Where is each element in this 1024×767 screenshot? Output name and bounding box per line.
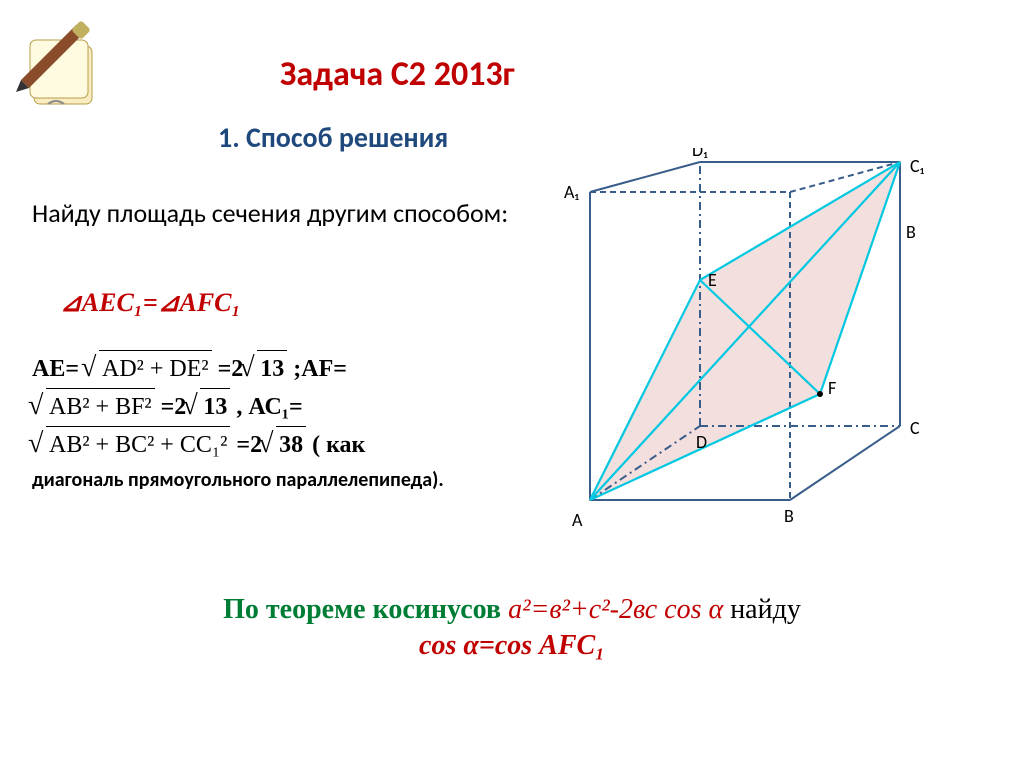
conclusion-text: По теореме косинусов а²=в²+с²-2вс cos α … xyxy=(100,592,924,665)
af-radicand: АВ² + ВF² xyxy=(46,388,155,426)
conclusion-black: найду xyxy=(730,594,801,625)
svg-text:C₁: C₁ xyxy=(910,155,925,177)
conclusion-formula: а²=в²+с²-2вс cos α xyxy=(508,594,723,625)
page-title: Задача С2 2013г xyxy=(280,54,515,95)
intro-text: Найду площадь сечения другим способом: xyxy=(32,196,512,231)
svg-text:A₁: A₁ xyxy=(564,181,579,203)
svg-text:B: B xyxy=(784,505,794,527)
triangle-equality: ⊿АЕС₁=⊿АFС₁ xyxy=(60,288,241,318)
eq1-eq: = xyxy=(143,288,158,317)
ae-radicand: АD² + DЕ² xyxy=(99,350,212,388)
ac1-label: , АС₁= xyxy=(236,394,302,420)
ac1-radicand: АВ² + ВС² + СС₁² xyxy=(46,426,230,464)
af-value: 13 xyxy=(200,388,230,426)
svg-text:D₁: D₁ xyxy=(692,148,708,161)
diagonal-note: диагональ прямоугольного параллелепипеда… xyxy=(32,468,444,492)
subtitle: 1. Способ решения xyxy=(218,120,448,155)
pen-paper-icon xyxy=(6,10,116,120)
eq1-lhs: ⊿АЕС₁ xyxy=(60,288,143,317)
svg-text:A: A xyxy=(572,509,583,531)
svg-text:C: C xyxy=(910,417,920,439)
af-label: ;АF= xyxy=(293,356,347,382)
conclusion-result: cos α=cos АFС₁ xyxy=(419,630,605,661)
eq1-rhs: ⊿АFС₁ xyxy=(158,288,241,317)
ae-value: 13 xyxy=(257,350,287,388)
prism-diagram: A B C D A₁ C₁ D₁ E F B xyxy=(560,148,980,548)
svg-text:B: B xyxy=(906,221,916,243)
equations-block: АЕ= АD² + DЕ² =213 ;АF= АВ² + ВF² =213 ,… xyxy=(32,350,522,496)
svg-text:F: F xyxy=(828,377,836,399)
ac1-note: ( как xyxy=(312,432,365,458)
svg-text:D: D xyxy=(696,431,707,453)
conclusion-green: По теореме косинусов xyxy=(223,594,508,625)
ae-label: АЕ= xyxy=(32,356,79,382)
ac1-value: 38 xyxy=(276,426,306,464)
svg-text:E: E xyxy=(708,269,717,291)
